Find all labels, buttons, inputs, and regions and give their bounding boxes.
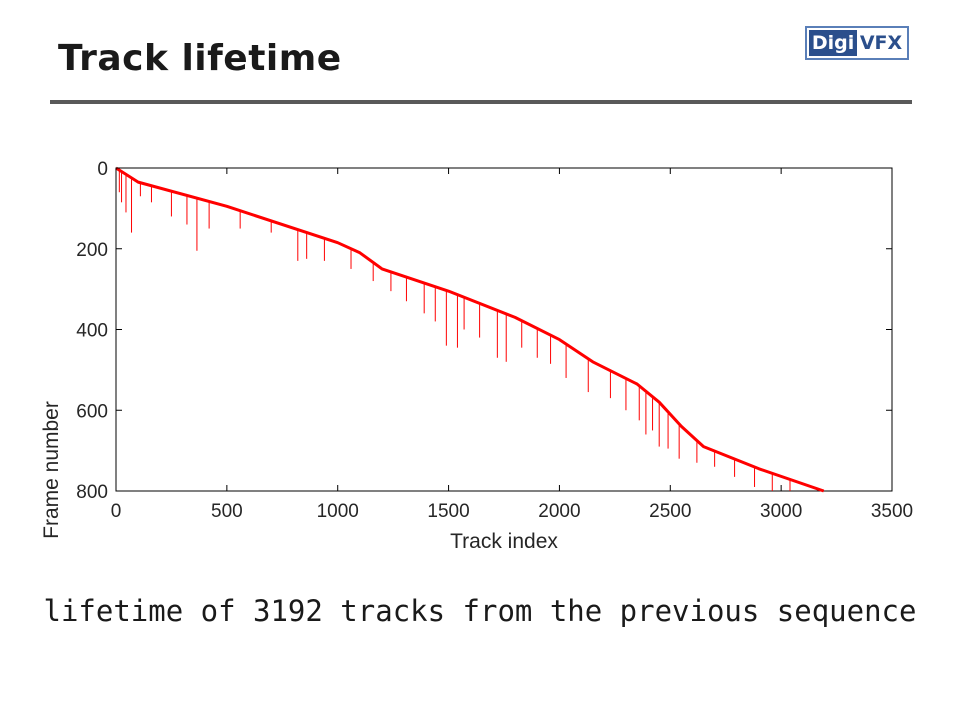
x-tick-label: 3000 — [760, 501, 802, 522]
logo-text-digi: Digi — [809, 30, 858, 56]
track-lifetime-line — [115, 166, 825, 493]
slide-title: Track lifetime — [58, 38, 342, 79]
x-tick-label: 3500 — [871, 501, 913, 522]
y-axis-label: Frame number — [40, 401, 63, 539]
logo-text-vfx: VFX — [857, 30, 905, 56]
x-axis-ticks: 0 500 1000 1500 2000 2500 3000 3500 — [111, 168, 913, 522]
x-tick-label: 2500 — [649, 501, 691, 522]
x-tick-label: 2000 — [538, 501, 580, 522]
slide-caption: lifetime of 3192 tracks from the previou… — [43, 594, 917, 628]
track-lifetime-chart: 0 500 1000 1500 2000 2500 3000 3500 0 200 400 600 8… — [40, 159, 913, 553]
y-tick-label: 600 — [76, 401, 108, 422]
x-tick-label: 1000 — [317, 501, 359, 522]
y-tick-label: 0 — [97, 159, 108, 180]
y-tick-label: 800 — [76, 482, 108, 503]
y-axis-ticks: 0 200 400 600 800 — [76, 159, 892, 503]
plot-area-frame — [115, 167, 893, 492]
y-tick-label: 400 — [76, 321, 108, 342]
x-tick-label: 1500 — [427, 501, 469, 522]
x-tick-label: 0 — [111, 501, 122, 522]
title-divider — [50, 100, 912, 104]
plot-marks — [115, 166, 825, 493]
x-axis-label: Track index — [450, 530, 558, 553]
digivfx-logo: Digi VFX — [805, 26, 909, 60]
x-tick-label: 500 — [211, 501, 243, 522]
y-tick-label: 200 — [76, 240, 108, 261]
